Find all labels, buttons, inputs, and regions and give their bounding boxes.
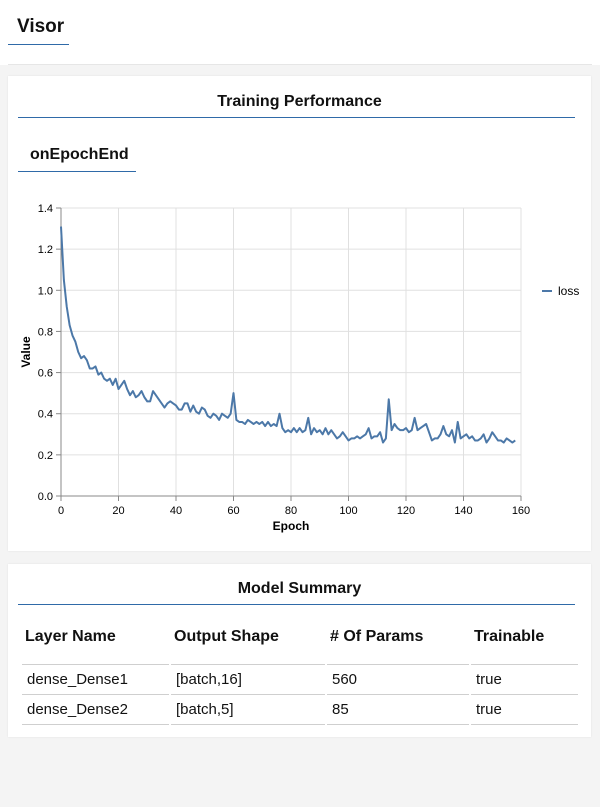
tab-underline [18, 171, 136, 172]
y-tick-label: 1.0 [38, 285, 53, 297]
chart-axes [56, 207, 522, 501]
app-title-underline [8, 44, 69, 45]
chart-grid [60, 207, 522, 497]
app-title: Visor [17, 16, 65, 37]
header-divider [8, 64, 592, 65]
training-card-title-rule [18, 117, 575, 118]
x-tick-label: 120 [397, 505, 415, 517]
table-header-row: Layer Name Output Shape # Of Params Trai… [22, 620, 578, 665]
x-tick-label: 40 [170, 505, 182, 517]
y-tick-label: 1.2 [38, 244, 53, 256]
series-line-loss [60, 226, 516, 444]
y-tick-label: 0.4 [38, 409, 53, 421]
x-tick-label: 20 [112, 505, 124, 517]
summary-card-title: Model Summary [237, 580, 362, 597]
x-tick-label: 60 [227, 505, 239, 517]
y-tick-label: 0.8 [38, 326, 53, 338]
tab-on-epoch-end[interactable]: onEpochEnd [30, 146, 129, 163]
cell-trainable: true [471, 695, 578, 725]
x-tick-label: 0 [58, 505, 64, 517]
x-tick-label: 80 [285, 505, 297, 517]
x-tick-label: 100 [339, 505, 357, 517]
y-tick-label: 0.0 [38, 491, 53, 503]
cell-layer-name: dense_Dense1 [22, 665, 169, 695]
app-header: Visor [0, 0, 600, 65]
chart-tick-labels: 0 20 40 60 80 100 120 140 160 0.0 0.2 0.4 0.6 0.8 1.0 1… [38, 203, 530, 517]
loss-chart: 0 20 40 60 80 100 120 140 160 0.0 0.2 0.4 0.6 0.8 1.0 1… [19, 203, 579, 533]
column-header-params: # Of Params [327, 620, 469, 665]
cell-params: 560 [327, 665, 469, 695]
y-tick-label: 0.2 [38, 450, 53, 462]
chart-legend: loss [542, 284, 579, 298]
column-header-trainable: Trainable [471, 620, 578, 665]
summary-card-title-rule [18, 604, 575, 605]
legend-label-loss: loss [558, 284, 579, 298]
y-tick-label: 1.4 [38, 203, 53, 215]
column-header-output-shape: Output Shape [171, 620, 325, 665]
table-row: dense_Dense2 [batch,5] 85 true [22, 695, 578, 725]
y-tick-label: 0.6 [38, 368, 53, 380]
column-header-layer-name: Layer Name [22, 620, 169, 665]
table-row: dense_Dense1 [batch,16] 560 true [22, 665, 578, 695]
cell-trainable: true [471, 665, 578, 695]
cell-output-shape: [batch,16] [171, 665, 325, 695]
x-axis-label: Epoch [273, 519, 310, 533]
x-tick-label: 140 [454, 505, 472, 517]
model-summary-table: Layer Name Output Shape # Of Params Trai… [20, 620, 580, 725]
training-performance-card: Training Performance onEpochEnd 0 20 40 60 8… [8, 76, 591, 551]
x-tick-label: 160 [512, 505, 530, 517]
cell-output-shape: [batch,5] [171, 695, 325, 725]
model-summary-card: Model Summary Layer Name Output Shape # … [8, 564, 591, 737]
training-card-title: Training Performance [217, 93, 382, 110]
cell-params: 85 [327, 695, 469, 725]
cell-layer-name: dense_Dense2 [22, 695, 169, 725]
y-axis-label: Value [19, 336, 33, 368]
